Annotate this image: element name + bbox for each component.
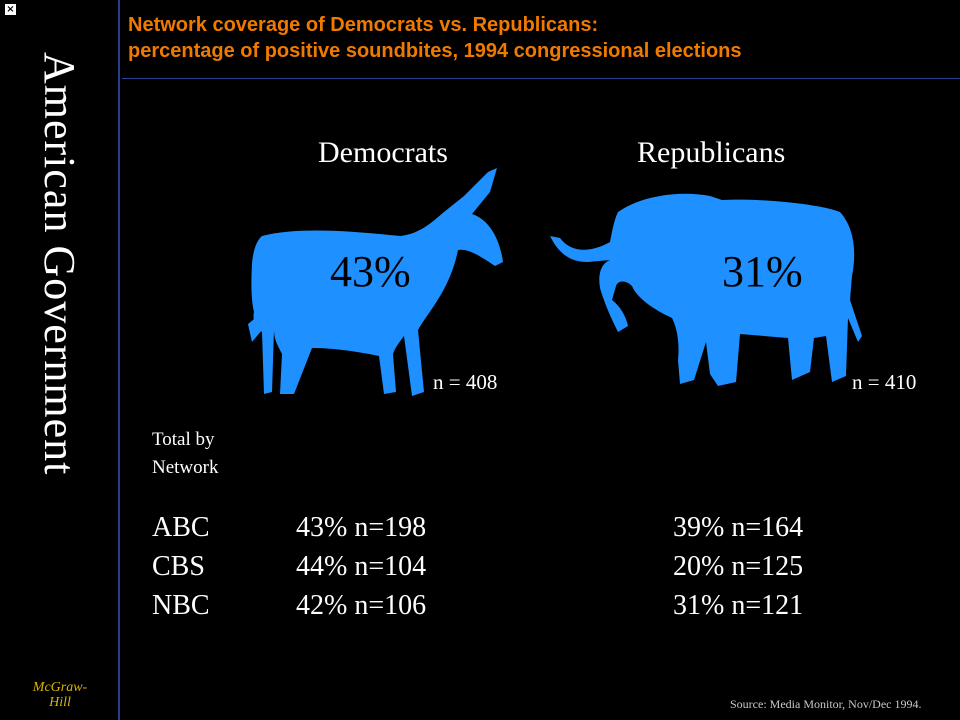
network-cbs: CBS xyxy=(152,551,205,582)
abc-dem-value: 43% n=198 xyxy=(296,512,427,543)
democrats-percent: 43% xyxy=(330,247,411,296)
republicans-percent: 31% xyxy=(722,247,803,296)
nbc-dem-value: 42% n=106 xyxy=(296,590,427,621)
network-table-header-line-1: Total by xyxy=(152,429,215,450)
elephant-icon xyxy=(550,193,862,386)
donkey-icon xyxy=(248,168,503,396)
title-divider xyxy=(122,78,960,79)
sidebar xyxy=(0,0,118,720)
sidebar-divider xyxy=(118,0,120,720)
publisher-line-2: Hill xyxy=(49,695,71,710)
republicans-label: Republicans xyxy=(637,136,786,169)
publisher-logo: McGraw- Hill xyxy=(10,680,110,710)
slide-title-line-2: percentage of positive soundbites, 1994 … xyxy=(128,40,742,62)
abc-rep-value: 39% n=164 xyxy=(673,512,804,543)
source-note: Source: Media Monitor, Nov/Dec 1994. xyxy=(730,697,922,711)
network-abc: ABC xyxy=(152,512,210,543)
republicans-n: n = 410 xyxy=(852,370,917,394)
democrats-label: Democrats xyxy=(318,136,448,169)
network-table-header-line-2: Network xyxy=(152,457,219,478)
network-table-header: Total by Network xyxy=(152,426,218,482)
democrats-n: n = 408 xyxy=(433,370,498,394)
network-nbc: NBC xyxy=(152,590,210,621)
cbs-dem-value: 44% n=104 xyxy=(296,551,427,582)
slide-title-line-1: Network coverage of Democrats vs. Republ… xyxy=(128,14,599,36)
publisher-line-1: McGraw- xyxy=(32,680,88,695)
nbc-rep-value: 31% n=121 xyxy=(673,590,804,621)
cbs-rep-value: 20% n=125 xyxy=(673,551,804,582)
close-icon[interactable]: × xyxy=(5,4,16,15)
slide-title: Network coverage of Democrats vs. Republ… xyxy=(128,12,956,64)
